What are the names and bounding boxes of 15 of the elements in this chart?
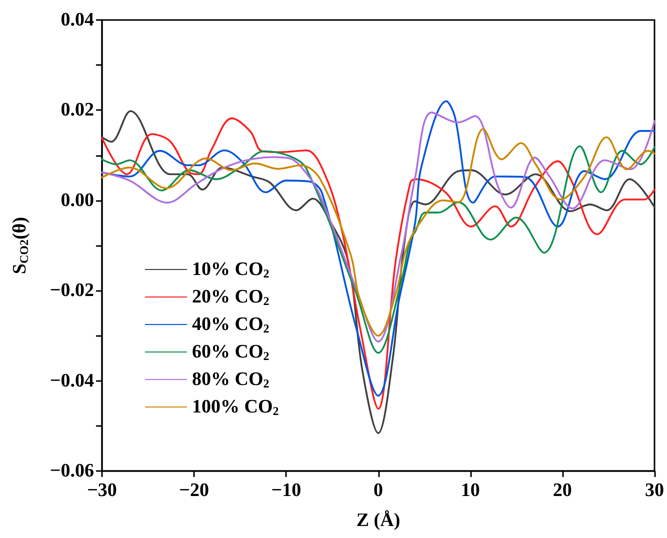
x-tick-label: −20 xyxy=(179,480,209,501)
y-tick-label: −0.02 xyxy=(50,280,94,302)
x-tick-label: 0 xyxy=(374,480,383,501)
x-tick-label: 10 xyxy=(460,480,480,501)
y-tick-label: 0.00 xyxy=(60,190,94,211)
x-axis-title: Z (Å) xyxy=(356,510,400,531)
y-axis-title: SCO2(θ) xyxy=(10,216,31,274)
x-tick-label: 30 xyxy=(645,480,664,501)
x-tick-label: −30 xyxy=(87,480,117,501)
y-tick-label: −0.06 xyxy=(50,460,94,482)
y-tick-label: 0.02 xyxy=(60,100,94,121)
y-tick-label: 0.04 xyxy=(60,10,94,30)
x-tick-label: −10 xyxy=(271,480,302,501)
x-tick-label: 20 xyxy=(552,480,572,501)
y-tick-label: −0.04 xyxy=(50,370,94,392)
